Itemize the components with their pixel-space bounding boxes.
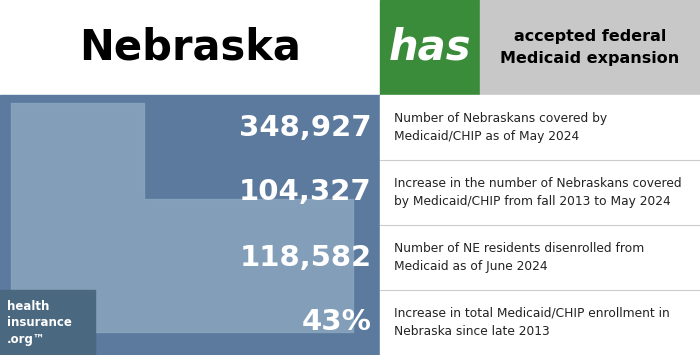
Polygon shape: [11, 103, 354, 332]
Bar: [380, 95, 700, 355]
Bar: [380, 0, 480, 95]
Text: accepted federal
Medicaid expansion: accepted federal Medicaid expansion: [500, 29, 680, 66]
Bar: [0, 95, 380, 355]
Text: 43%: 43%: [302, 308, 372, 337]
Text: Number of Nebraskans covered by
Medicaid/CHIP as of May 2024: Number of Nebraskans covered by Medicaid…: [394, 112, 607, 143]
Bar: [0, 290, 95, 355]
Text: Increase in total Medicaid/CHIP enrollment in
Nebraska since late 2013: Increase in total Medicaid/CHIP enrollme…: [394, 307, 670, 338]
Text: Increase in the number of Nebraskans covered
by Medicaid/CHIP from fall 2013 to : Increase in the number of Nebraskans cov…: [394, 177, 682, 208]
Text: 118,582: 118,582: [240, 244, 372, 272]
Text: health
insurance
.org™: health insurance .org™: [7, 300, 72, 345]
Text: has: has: [389, 27, 471, 69]
Text: Nebraska: Nebraska: [79, 27, 301, 69]
Text: 348,927: 348,927: [239, 114, 372, 142]
Text: 104,327: 104,327: [239, 179, 372, 207]
Bar: [480, 0, 700, 95]
Text: Number of NE residents disenrolled from
Medicaid as of June 2024: Number of NE residents disenrolled from …: [394, 242, 644, 273]
Bar: [0, 0, 380, 95]
